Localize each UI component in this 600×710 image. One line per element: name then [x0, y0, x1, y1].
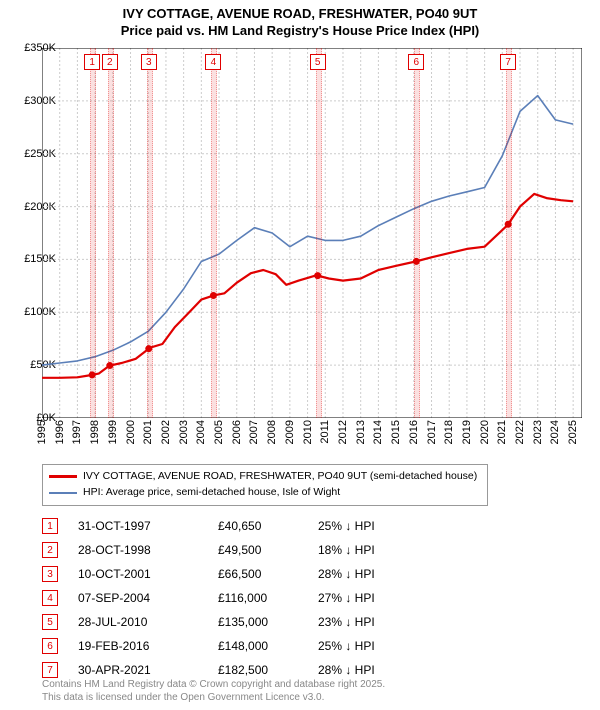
x-tick-label: 2002 — [160, 420, 172, 444]
sale-row: 2 28-OCT-1998£49,50018% ↓ HPI — [42, 538, 428, 562]
sale-row: 6 19-FEB-2016£148,00025% ↓ HPI — [42, 634, 428, 658]
legend-row-1: IVY COTTAGE, AVENUE ROAD, FRESHWATER, PO… — [49, 469, 481, 485]
sale-marker-3: 3 — [141, 54, 157, 70]
footer-line-1: Contains HM Land Registry data © Crown c… — [42, 678, 385, 691]
legend-row-2: HPI: Average price, semi-detached house,… — [49, 485, 481, 501]
legend-swatch-2 — [49, 492, 77, 494]
sale-price: £148,000 — [218, 639, 318, 653]
sale-delta: 28% ↓ HPI — [318, 663, 428, 677]
x-tick-label: 2016 — [408, 420, 420, 444]
chart-area: 12 3 4 5 6 7 — [42, 48, 582, 418]
x-tick-label: 2009 — [284, 420, 296, 444]
sale-marker-4: 4 — [205, 54, 221, 70]
x-tick-label: 2020 — [479, 420, 491, 444]
sale-price: £49,500 — [218, 543, 318, 557]
x-tick-label: 1998 — [89, 420, 101, 444]
sale-row: 3 10-OCT-2001£66,50028% ↓ HPI — [42, 562, 428, 586]
sale-marker-2: 2 — [102, 54, 118, 70]
x-tick-label: 2005 — [213, 420, 225, 444]
sale-marker-6: 6 — [408, 54, 424, 70]
x-tick-label: 2021 — [496, 420, 508, 444]
x-tick-label: 2017 — [426, 420, 438, 444]
x-tick-label: 2003 — [178, 420, 190, 444]
sale-price: £66,500 — [218, 567, 318, 581]
sale-date: 28-OCT-1998 — [78, 543, 218, 557]
x-tick-label: 2000 — [125, 420, 137, 444]
sale-row-marker: 6 — [42, 638, 58, 654]
sale-row-marker: 5 — [42, 614, 58, 630]
footer-line-2: This data is licensed under the Open Gov… — [42, 691, 385, 704]
x-tick-label: 2015 — [390, 420, 402, 444]
sale-row: 4 07-SEP-2004£116,00027% ↓ HPI — [42, 586, 428, 610]
chart-title: IVY COTTAGE, AVENUE ROAD, FRESHWATER, PO… — [0, 0, 600, 40]
x-tick-label: 2008 — [266, 420, 278, 444]
sale-delta: 28% ↓ HPI — [318, 567, 428, 581]
x-tick-label: 1997 — [71, 420, 83, 444]
sale-date: 30-APR-2021 — [78, 663, 218, 677]
sale-row-marker: 1 — [42, 518, 58, 534]
x-tick-label: 2010 — [302, 420, 314, 444]
sale-delta: 25% ↓ HPI — [318, 639, 428, 653]
sale-row-marker: 4 — [42, 590, 58, 606]
chart-svg — [42, 48, 582, 418]
x-tick-label: 1995 — [36, 420, 48, 444]
sale-date: 28-JUL-2010 — [78, 615, 218, 629]
title-line-2: Price paid vs. HM Land Registry's House … — [0, 23, 600, 40]
sale-delta: 18% ↓ HPI — [318, 543, 428, 557]
sale-delta: 27% ↓ HPI — [318, 591, 428, 605]
sale-date: 31-OCT-1997 — [78, 519, 218, 533]
x-tick-label: 2013 — [355, 420, 367, 444]
sale-strip — [147, 48, 153, 418]
sale-date: 10-OCT-2001 — [78, 567, 218, 581]
legend-label-1: IVY COTTAGE, AVENUE ROAD, FRESHWATER, PO… — [83, 469, 477, 485]
sale-marker-7: 7 — [500, 54, 516, 70]
x-tick-label: 1996 — [54, 420, 66, 444]
sale-date: 19-FEB-2016 — [78, 639, 218, 653]
sale-delta: 25% ↓ HPI — [318, 519, 428, 533]
x-tick-label: 2019 — [461, 420, 473, 444]
sale-price: £40,650 — [218, 519, 318, 533]
sale-row-marker: 3 — [42, 566, 58, 582]
x-tick-label: 1999 — [107, 420, 119, 444]
sale-strip — [108, 48, 114, 418]
legend-swatch-1 — [49, 475, 77, 478]
sale-delta: 23% ↓ HPI — [318, 615, 428, 629]
sale-row: 5 28-JUL-2010£135,00023% ↓ HPI — [42, 610, 428, 634]
sale-price: £116,000 — [218, 591, 318, 605]
x-tick-label: 2007 — [248, 420, 260, 444]
sale-strip — [211, 48, 217, 418]
x-tick-label: 2018 — [443, 420, 455, 444]
x-tick-label: 2001 — [142, 420, 154, 444]
sale-row-marker: 2 — [42, 542, 58, 558]
sale-price: £135,000 — [218, 615, 318, 629]
sale-strip — [316, 48, 322, 418]
sale-strip — [506, 48, 512, 418]
sale-price: £182,500 — [218, 663, 318, 677]
legend-label-2: HPI: Average price, semi-detached house,… — [83, 485, 340, 501]
sale-marker-5: 5 — [310, 54, 326, 70]
x-tick-label: 2025 — [567, 420, 579, 444]
page-container: IVY COTTAGE, AVENUE ROAD, FRESHWATER, PO… — [0, 0, 600, 710]
legend: IVY COTTAGE, AVENUE ROAD, FRESHWATER, PO… — [42, 464, 488, 506]
sale-row-marker: 7 — [42, 662, 58, 678]
sale-marker-1: 1 — [84, 54, 100, 70]
x-tick-label: 2011 — [319, 420, 331, 444]
sale-date: 07-SEP-2004 — [78, 591, 218, 605]
x-tick-label: 2022 — [514, 420, 526, 444]
sales-table: 131-OCT-1997£40,65025% ↓ HPI228-OCT-1998… — [42, 514, 428, 682]
x-tick-label: 2023 — [532, 420, 544, 444]
x-tick-label: 2012 — [337, 420, 349, 444]
x-tick-label: 2006 — [231, 420, 243, 444]
x-tick-label: 2024 — [549, 420, 561, 444]
x-tick-label: 2004 — [195, 420, 207, 444]
footer: Contains HM Land Registry data © Crown c… — [42, 678, 385, 704]
sale-strip — [414, 48, 420, 418]
x-tick-label: 2014 — [372, 420, 384, 444]
sale-strip — [90, 48, 96, 418]
sale-row: 1 31-OCT-1997£40,65025% ↓ HPI — [42, 514, 428, 538]
title-line-1: IVY COTTAGE, AVENUE ROAD, FRESHWATER, PO… — [0, 6, 600, 23]
